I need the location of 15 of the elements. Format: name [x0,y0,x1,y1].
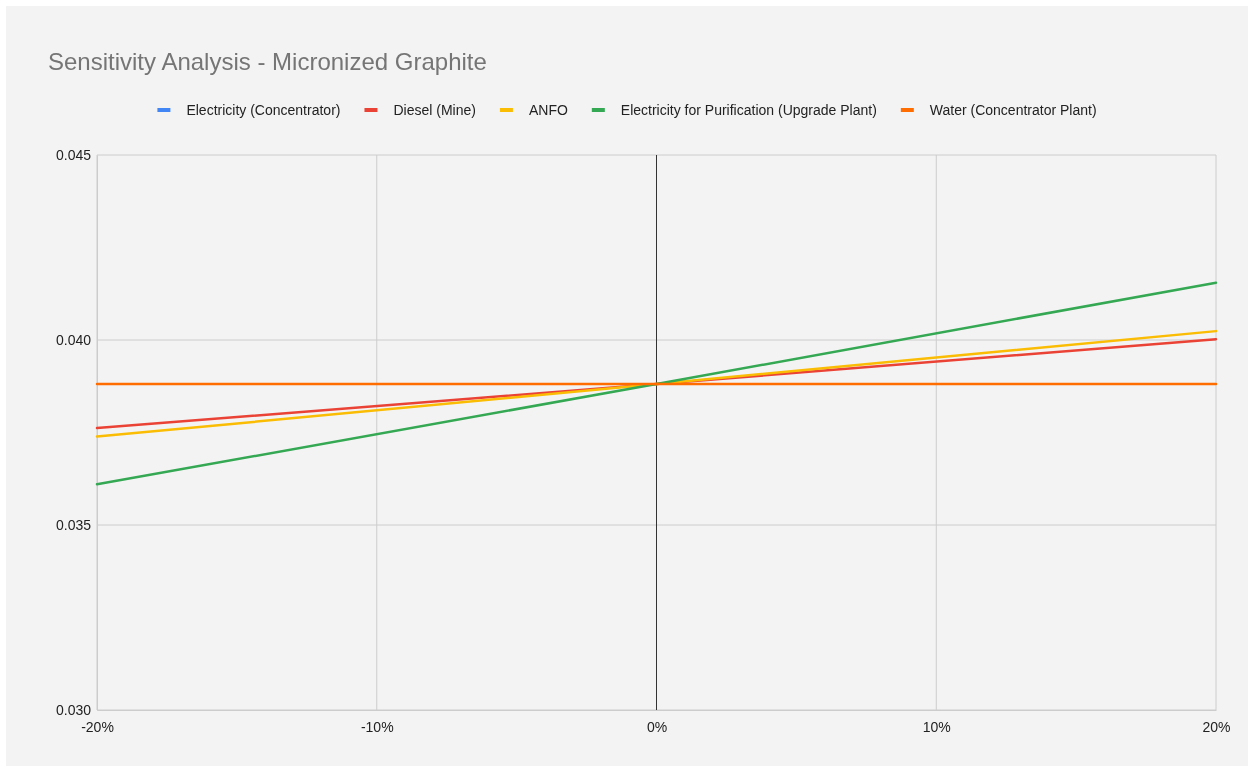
x-tick-label: 20% [1202,718,1231,735]
legend-label: Diesel (Mine) [393,102,476,118]
legend-label: ANFO [528,102,568,118]
chart-title: Sensitivity Analysis - Micronized Graphite [48,48,487,75]
x-tick-label: -10% [360,718,394,735]
y-tick-label: 0.035 [55,516,92,533]
y-tick-label: 0.040 [55,331,92,348]
y-tick-label: 0.030 [55,701,92,718]
x-tick-label: 10% [922,718,951,735]
x-tick-label: -20% [81,718,114,735]
legend-label: Electricity for Purification (Upgrade Plant) [620,102,877,118]
legend-label: Electricity (Concentrator) [186,102,341,118]
x-tick-label: 0% [646,718,668,735]
y-tick-label: 0.045 [55,146,92,163]
legend-label: Water (Concentrator Plant) [929,102,1097,118]
